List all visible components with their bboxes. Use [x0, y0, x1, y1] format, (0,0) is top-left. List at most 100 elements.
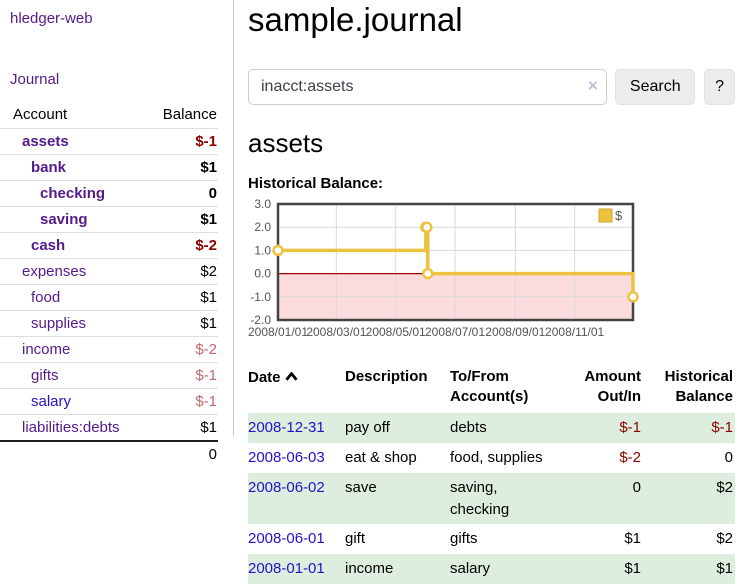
account-balance: $1 — [200, 211, 217, 228]
sidebar: hledger-web Journal Account Balance asse… — [0, 0, 218, 467]
register-table: Date Description To/From Account(s) Amou… — [248, 365, 735, 584]
transaction-date-link[interactable]: 2008-06-03 — [248, 449, 325, 467]
legend-color-box — [598, 208, 613, 223]
historical-balance-plot: $3.0 2.0 1.0 0.0 -1.0 -2.02008/01/012008/03/0… — [248, 197, 639, 339]
account-link[interactable]: liabilities:debts — [22, 419, 120, 436]
account-row: liabilities:debts $1 — [0, 414, 218, 442]
register-row: 2008-06-02 save saving, checking 0 $2 — [248, 472, 735, 525]
search-input[interactable] — [248, 69, 608, 106]
account-balance: $1 — [200, 419, 217, 436]
app-title-link[interactable]: hledger-web — [10, 10, 93, 27]
account-balance: $1 — [200, 315, 217, 332]
account-row: salary $-1 — [0, 388, 218, 415]
transaction-description: income — [345, 560, 394, 578]
transaction-description: save — [345, 478, 377, 496]
transaction-description: gift — [345, 530, 366, 548]
account-row: expenses $2 — [0, 258, 218, 285]
x-axis-tick-label: 2008/01/01 — [248, 325, 308, 339]
transaction-accounts: food, supplies — [450, 449, 543, 467]
account-balance: $-1 — [195, 393, 217, 410]
transaction-amount: $-1 — [619, 419, 641, 437]
transaction-balance: $-1 — [711, 419, 733, 437]
transaction-amount: $1 — [624, 560, 641, 578]
account-link[interactable]: bank — [31, 159, 67, 176]
account-row: food $1 — [0, 284, 218, 311]
transaction-balance: $2 — [716, 530, 733, 548]
accounts-header-account: Account — [13, 106, 68, 123]
register-row: 2008-06-01 gift gifts $1 $2 — [248, 524, 735, 554]
transaction-accounts: saving, checking — [450, 478, 510, 518]
account-balance: $1 — [200, 159, 217, 176]
account-link[interactable]: assets — [22, 133, 69, 150]
y-axis-tick-label: -2.0 — [250, 313, 271, 327]
register-header-date[interactable]: Date — [248, 365, 345, 414]
page-title: sample.journal — [248, 1, 463, 38]
account-row: checking 0 — [0, 180, 218, 207]
y-axis-tick-label: 3.0 — [254, 198, 271, 211]
accounts-table: Account Balance assets $-1 bank $1 checking 0… — [0, 103, 218, 467]
account-link[interactable]: gifts — [31, 367, 59, 384]
x-axis-tick-label: 2008/07/01 — [425, 325, 485, 339]
register-row: 2008-06-03 eat & shop food, supplies $-2 0 — [248, 443, 735, 473]
account-balance: $2 — [200, 263, 217, 280]
account-title: assets — [248, 128, 324, 159]
account-link[interactable]: income — [22, 341, 71, 358]
account-row: bank $1 — [0, 154, 218, 181]
y-axis-tick-label: 1.0 — [254, 243, 271, 257]
register-header-balance: Historical Balance — [664, 367, 733, 406]
help-button[interactable]: ? — [704, 69, 735, 106]
register-header-row: Date Description To/From Account(s) Amou… — [248, 365, 735, 414]
transaction-accounts: debts — [450, 419, 487, 437]
transaction-date-link[interactable]: 2008-06-01 — [248, 530, 325, 548]
clear-search-icon[interactable]: × — [588, 76, 598, 96]
y-axis-tick-label: 2.0 — [254, 220, 271, 234]
account-link[interactable]: salary — [31, 393, 72, 410]
register-header-tofrom: To/From Account(s) — [450, 367, 529, 406]
x-axis-tick-label: 2008/11/01 — [545, 325, 604, 339]
sidebar-item-journal[interactable]: Journal — [10, 71, 60, 88]
account-row: cash $-2 — [0, 232, 218, 259]
account-balance: $1 — [200, 289, 217, 306]
register-row: 2008-01-01 income salary $1 $1 — [248, 554, 735, 584]
main-content: sample.journal × Search ? assets Histori… — [248, 0, 735, 584]
account-link[interactable]: cash — [31, 237, 66, 254]
transaction-date-link[interactable]: 2008-06-02 — [248, 478, 325, 496]
x-axis-tick-label: 2008/05/01 — [366, 325, 426, 339]
search-form: × Search ? — [248, 69, 735, 106]
accounts-total-row: 0 — [0, 441, 218, 467]
account-balance: 0 — [208, 185, 217, 202]
account-link[interactable]: checking — [40, 185, 106, 202]
accounts-total-value: 0 — [208, 446, 217, 463]
transaction-description: eat & shop — [345, 449, 417, 467]
transaction-description: pay off — [345, 419, 390, 437]
account-row: income $-2 — [0, 336, 218, 363]
transaction-balance: 0 — [724, 449, 733, 467]
register-header-amount: Amount Out/In — [584, 367, 641, 406]
account-link[interactable]: supplies — [31, 315, 87, 332]
transaction-amount: $1 — [624, 530, 641, 548]
accounts-header-balance: Balance — [162, 106, 217, 123]
transaction-date-link[interactable]: 2008-12-31 — [248, 419, 325, 437]
chart-label: Historical Balance: — [248, 174, 384, 192]
account-link[interactable]: expenses — [22, 263, 87, 280]
register-row: 2008-12-31 pay off debts $-1 $-1 — [248, 413, 735, 444]
account-balance: $-2 — [195, 341, 217, 358]
transaction-accounts: gifts — [450, 530, 478, 548]
x-axis-tick-label: 2008/09/01 — [485, 325, 545, 339]
search-button[interactable]: Search — [615, 69, 696, 106]
transaction-balance: $2 — [716, 478, 733, 496]
y-axis-tick-label: 0.0 — [254, 266, 271, 280]
account-balance: $-2 — [195, 237, 217, 254]
account-link[interactable]: food — [31, 289, 61, 306]
account-row: saving $1 — [0, 206, 218, 233]
transaction-balance: $1 — [716, 560, 733, 578]
transaction-date-link[interactable]: 2008-01-01 — [248, 560, 325, 578]
transaction-amount: 0 — [632, 478, 641, 496]
transaction-amount: $-2 — [619, 449, 641, 467]
sort-ascending-icon — [284, 367, 298, 387]
account-row: supplies $1 — [0, 310, 218, 337]
account-link[interactable]: saving — [40, 211, 88, 228]
legend-label: $ — [615, 208, 623, 223]
register-header-description: Description — [345, 367, 428, 385]
account-row: gifts $-1 — [0, 362, 218, 389]
